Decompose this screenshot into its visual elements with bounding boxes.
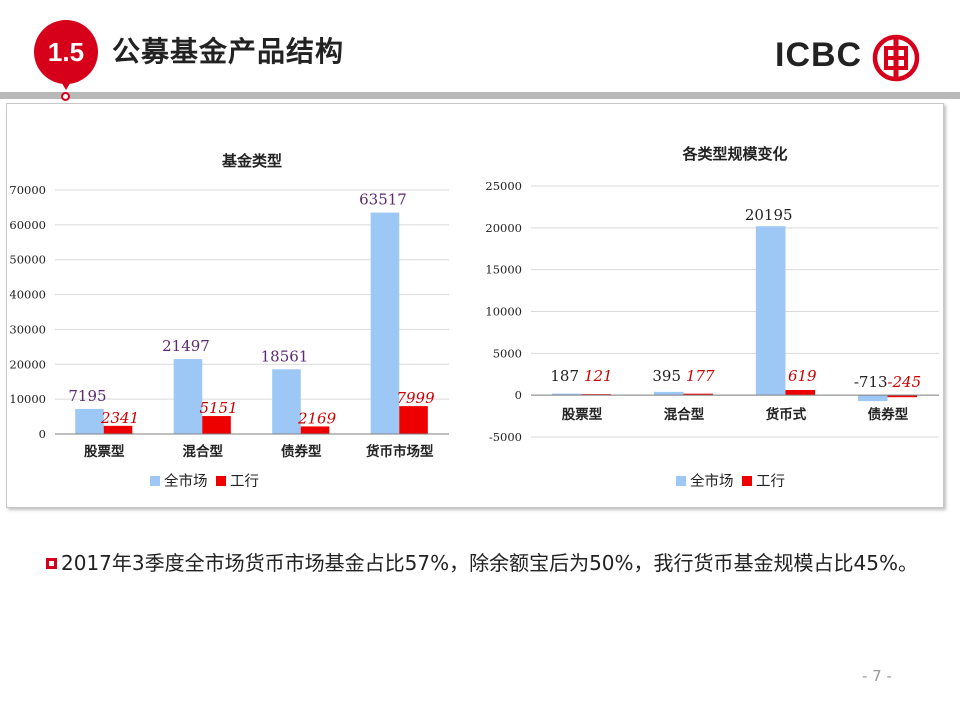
data-label: -245: [887, 373, 921, 391]
data-label: 395: [652, 367, 681, 385]
section-number: 1.5: [47, 36, 85, 67]
legend-swatch: [216, 476, 226, 486]
y-tick-label: 15000: [485, 263, 522, 277]
data-label: 5151: [199, 399, 237, 417]
badge-pointer: [60, 80, 72, 90]
y-tick-label: 30000: [9, 322, 46, 336]
data-label: 20195: [745, 206, 793, 224]
charts-canvas: 基金类型010000200003000040000500006000070000…: [9, 145, 939, 490]
page-number: - 7 -: [862, 667, 892, 685]
category-label: 混合型: [183, 443, 224, 460]
bar-market: [551, 393, 582, 396]
bar-market: [272, 369, 301, 434]
legend-swatch: [150, 476, 160, 486]
y-tick-label: 25000: [485, 179, 522, 193]
data-label: 18561: [261, 347, 309, 365]
legend-label: 全市场: [164, 472, 208, 490]
y-tick-label: 50000: [9, 253, 46, 267]
slide-title: 公募基金产品结构: [112, 35, 345, 68]
badge-dot: [61, 92, 70, 101]
y-tick-label: 5000: [493, 346, 522, 360]
bar-market: [653, 391, 684, 396]
bar-icbc: [581, 394, 612, 396]
y-tick-label: 60000: [9, 218, 46, 232]
y-tick-label: -5000: [489, 430, 522, 444]
category-label: 混合型: [664, 406, 705, 423]
bar-market: [173, 359, 203, 434]
header-divider: [0, 92, 960, 99]
y-tick-label: 20000: [9, 357, 46, 371]
bar-icbc: [399, 406, 428, 434]
legend-label: 工行: [230, 473, 259, 490]
bar-market: [370, 212, 400, 434]
bar-icbc: [103, 425, 133, 434]
data-label: 63517: [359, 191, 407, 209]
bar-market: [755, 226, 786, 396]
data-label: 121: [584, 367, 613, 385]
data-label: 2169: [297, 409, 337, 427]
legend-swatch: [676, 476, 686, 486]
legend-label: 全市场: [690, 472, 734, 490]
y-tick-label: 20000: [485, 221, 522, 235]
data-label: 619: [788, 367, 817, 385]
bar-icbc: [202, 416, 231, 434]
category-label: 债券型: [281, 443, 322, 460]
data-label: 7195: [68, 387, 106, 405]
data-label: 21497: [162, 337, 210, 355]
bar-icbc: [683, 393, 714, 396]
chart-title: 基金类型: [221, 152, 282, 170]
data-label: 7999: [396, 389, 435, 407]
legend-label: 工行: [756, 473, 785, 490]
bullet-paragraph: 2017年3季度全市场货币市场基金占比57%，除余额宝后为50%，我行货币基金规…: [46, 549, 946, 577]
data-label: -713: [854, 373, 888, 391]
y-tick-label: 70000: [9, 183, 46, 197]
square-bullet-icon: [46, 558, 57, 569]
data-label: 2341: [100, 409, 139, 427]
data-label: 177: [686, 367, 715, 385]
icbc-logo-text: ICBC: [775, 36, 863, 74]
legend-swatch: [742, 476, 752, 486]
category-label: 货币式: [765, 406, 807, 423]
y-tick-label: 10000: [9, 392, 46, 406]
category-label: 股票型: [84, 443, 125, 460]
category-label: 股票型: [562, 406, 603, 423]
section-number-badge: 1.5: [34, 20, 98, 84]
bar-icbc: [785, 389, 816, 396]
data-label: 187: [550, 367, 579, 385]
category-label: 债券型: [868, 406, 909, 423]
category-label: 货币市场型: [365, 443, 434, 460]
bar-market: [75, 408, 104, 434]
bar-icbc: [887, 395, 918, 398]
y-tick-label: 0: [39, 427, 46, 441]
bullet-text: 2017年3季度全市场货币市场基金占比57%，除余额宝后为50%，我行货币基金规…: [61, 551, 918, 575]
y-tick-label: 0: [515, 388, 522, 402]
chart-panel: 基金类型 0 10000 20000 30000 40000 50000 60000 70000…: [6, 103, 944, 508]
bar-icbc: [300, 426, 330, 434]
chart-title: 各类型规模变化: [681, 145, 787, 163]
icbc-seal-icon: [872, 34, 920, 82]
y-tick-label: 40000: [9, 288, 46, 302]
y-tick-label: 10000: [485, 305, 522, 319]
bar-market: [857, 395, 888, 402]
